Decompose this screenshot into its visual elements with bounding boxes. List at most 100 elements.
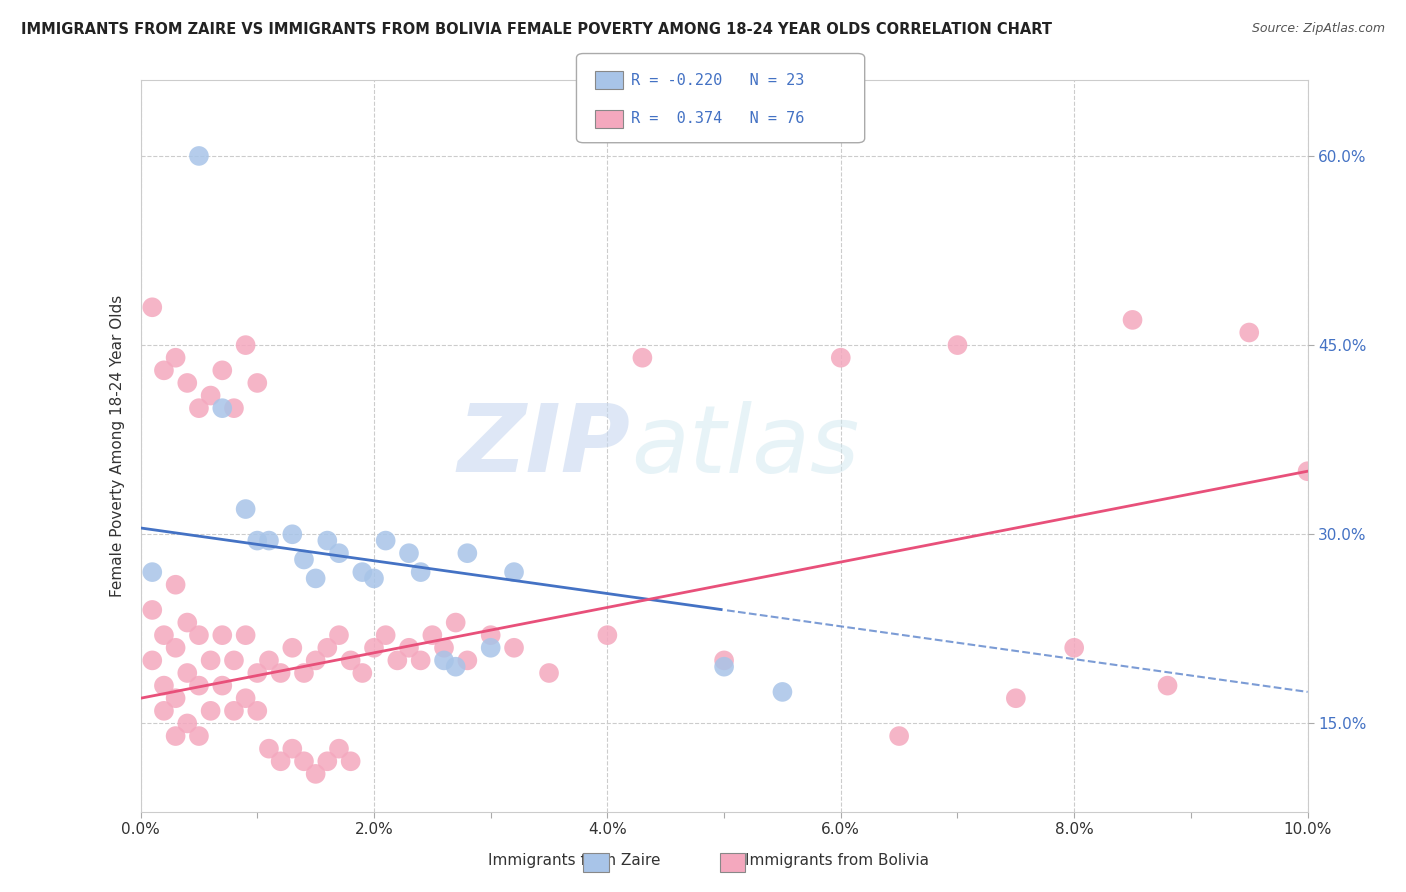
Point [165, 578, 187, 592]
Point [176, 716, 198, 731]
Point [363, 640, 385, 655]
Point [246, 376, 269, 390]
Point [538, 665, 561, 680]
Point [1296, 464, 1319, 478]
Point [165, 351, 187, 365]
Point [1122, 313, 1144, 327]
Point [200, 388, 222, 402]
Point [246, 704, 269, 718]
Point [363, 571, 385, 585]
Point [235, 628, 257, 642]
Point [211, 628, 233, 642]
Point [292, 665, 315, 680]
Point [387, 653, 409, 667]
Point [222, 704, 245, 718]
Point [188, 628, 211, 642]
Point [328, 628, 350, 642]
Point [200, 653, 222, 667]
Point [316, 754, 339, 768]
Point [246, 533, 269, 548]
Point [479, 628, 502, 642]
Point [153, 679, 176, 693]
Point [305, 571, 328, 585]
Point [409, 653, 432, 667]
Point [316, 640, 339, 655]
Point [211, 363, 233, 377]
Point [456, 546, 478, 560]
Point [596, 628, 619, 642]
Y-axis label: Female Poverty Among 18-24 Year Olds: Female Poverty Among 18-24 Year Olds [110, 295, 125, 597]
Point [444, 615, 467, 630]
Point [1063, 640, 1085, 655]
Point [153, 628, 176, 642]
Point [444, 659, 467, 673]
Point [188, 729, 211, 743]
Point [188, 401, 211, 416]
Point [374, 533, 396, 548]
Point [1156, 679, 1178, 693]
Point [235, 338, 257, 352]
Point [222, 653, 245, 667]
Point [246, 665, 269, 680]
Point [1239, 326, 1261, 340]
Point [188, 679, 211, 693]
Point [479, 640, 502, 655]
Point [153, 363, 176, 377]
Point [339, 754, 361, 768]
Point [339, 653, 361, 667]
Point [433, 653, 456, 667]
Point [328, 741, 350, 756]
Point [422, 628, 444, 642]
Point [281, 741, 304, 756]
Point [211, 679, 233, 693]
Point [713, 659, 735, 673]
Point [153, 704, 176, 718]
Point [631, 351, 654, 365]
Point [165, 729, 187, 743]
Point [398, 640, 420, 655]
Text: ZIP: ZIP [458, 400, 631, 492]
Point [141, 565, 163, 579]
Point [141, 653, 163, 667]
Point [141, 300, 163, 314]
Point [257, 533, 280, 548]
Point [352, 565, 374, 579]
Point [1005, 691, 1028, 706]
Point [409, 565, 432, 579]
Point [257, 653, 280, 667]
Point [830, 351, 852, 365]
Point [305, 767, 328, 781]
Point [235, 691, 257, 706]
Point [165, 640, 187, 655]
Point [889, 729, 911, 743]
Point [141, 603, 163, 617]
Point [281, 527, 304, 541]
Point [270, 665, 292, 680]
Point [200, 704, 222, 718]
Text: IMMIGRANTS FROM ZAIRE VS IMMIGRANTS FROM BOLIVIA FEMALE POVERTY AMONG 18-24 YEAR: IMMIGRANTS FROM ZAIRE VS IMMIGRANTS FROM… [21, 22, 1052, 37]
Point [270, 754, 292, 768]
Point [713, 653, 735, 667]
Point [222, 401, 245, 416]
Point [235, 502, 257, 516]
Point [281, 640, 304, 655]
Point [503, 640, 526, 655]
Point [946, 338, 969, 352]
Text: R = -0.220   N = 23: R = -0.220 N = 23 [631, 73, 804, 87]
Point [456, 653, 478, 667]
Point [188, 149, 211, 163]
Text: R =  0.374   N = 76: R = 0.374 N = 76 [631, 112, 804, 126]
Point [398, 546, 420, 560]
Point [328, 546, 350, 560]
Point [316, 533, 339, 548]
Text: atlas: atlas [631, 401, 859, 491]
Point [292, 552, 315, 566]
Point [176, 665, 198, 680]
Point [433, 640, 456, 655]
Point [176, 615, 198, 630]
Point [305, 653, 328, 667]
Text: Immigrants from Zaire: Immigrants from Zaire [488, 854, 661, 868]
Point [292, 754, 315, 768]
Point [352, 665, 374, 680]
Point [772, 685, 794, 699]
